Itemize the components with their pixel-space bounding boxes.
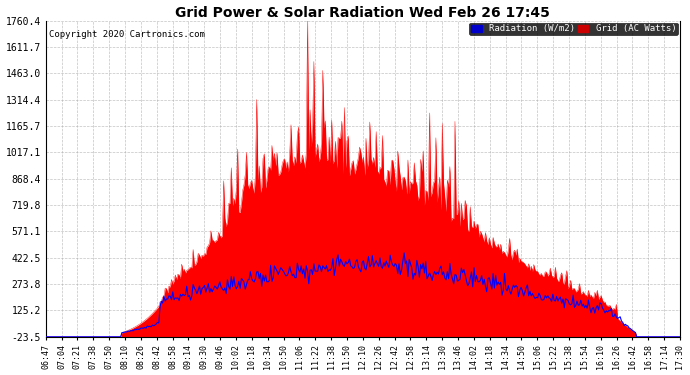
Legend: Radiation (W/m2), Grid (AC Watts): Radiation (W/m2), Grid (AC Watts) xyxy=(469,22,678,35)
Title: Grid Power & Solar Radiation Wed Feb 26 17:45: Grid Power & Solar Radiation Wed Feb 26 … xyxy=(175,6,550,20)
Text: Copyright 2020 Cartronics.com: Copyright 2020 Cartronics.com xyxy=(49,30,205,39)
